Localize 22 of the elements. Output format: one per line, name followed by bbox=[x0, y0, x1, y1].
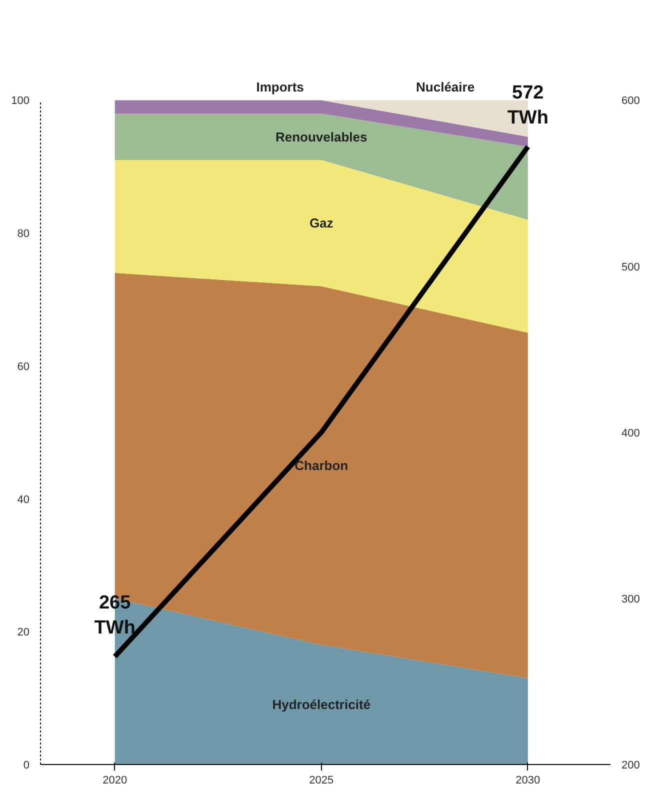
series-label: Renouvelables bbox=[275, 129, 368, 144]
y2-tick-label: 200 bbox=[622, 760, 640, 772]
x-tick-label: 2020 bbox=[102, 774, 128, 786]
y2-tick-label: 600 bbox=[622, 95, 640, 108]
y-tick-label: 60 bbox=[17, 360, 30, 373]
y-tick-label: 0 bbox=[23, 760, 30, 772]
y-tick-label: 100 bbox=[11, 95, 30, 108]
y2-tick-label: 500 bbox=[622, 261, 640, 274]
y-tick-label: 20 bbox=[17, 626, 30, 639]
y-tick-label: 40 bbox=[17, 494, 30, 506]
x-tick-label: 2025 bbox=[309, 774, 334, 786]
series-label: Nucléaire bbox=[416, 79, 475, 94]
series-label: Hydroélectricité bbox=[272, 697, 371, 712]
x-tick-label: 2030 bbox=[516, 774, 540, 786]
y2-tick-label: 400 bbox=[622, 427, 640, 440]
series-label: Gaz bbox=[309, 216, 334, 231]
series-label: Charbon bbox=[294, 458, 348, 474]
data-label: 572 TWh bbox=[507, 82, 548, 129]
series-label: Imports bbox=[256, 79, 304, 94]
y-tick-label: 80 bbox=[17, 228, 30, 240]
data-label: 265 TWh bbox=[94, 592, 136, 639]
y2-tick-label: 300 bbox=[622, 593, 640, 606]
